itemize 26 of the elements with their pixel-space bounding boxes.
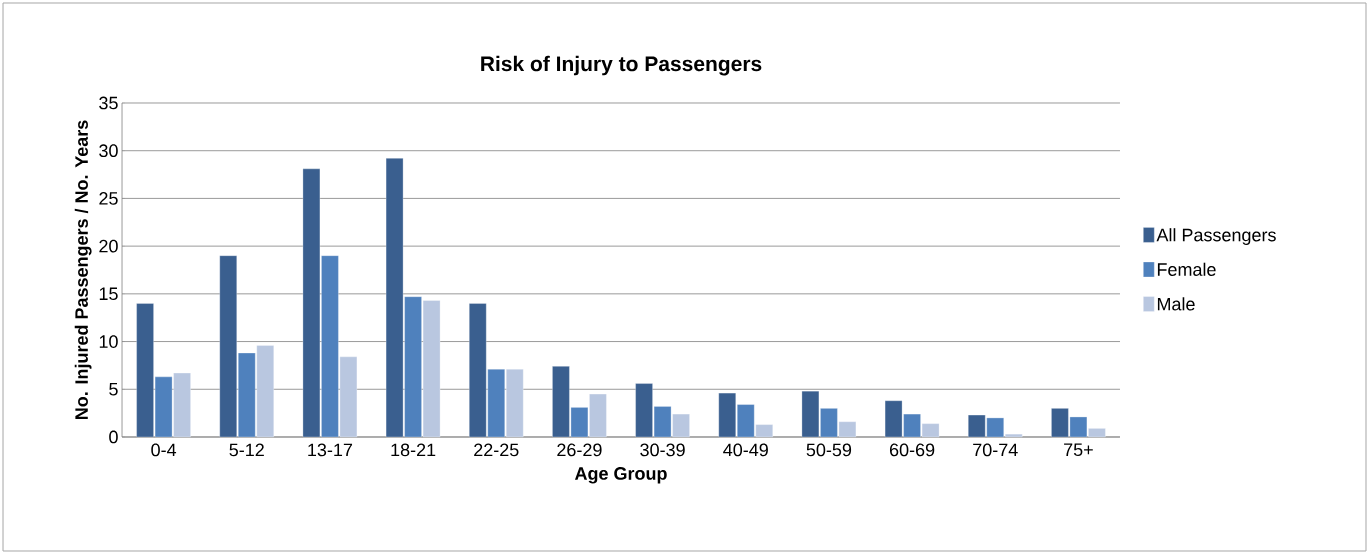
x-tick-label: 70-74 bbox=[973, 443, 1018, 457]
legend-label: Male bbox=[1157, 297, 1195, 311]
y-tick-label: 35 bbox=[99, 96, 118, 110]
chart-title: Risk of Injury to Passengers bbox=[481, 55, 762, 76]
y-tick-label: 10 bbox=[99, 335, 118, 348]
y-tick-label: 0 bbox=[109, 430, 118, 444]
x-tick-label: 60-69 bbox=[889, 443, 935, 457]
y-axis-title: No. Injured Passengers / No. Years bbox=[74, 120, 92, 419]
x-axis-title: Age Group bbox=[574, 467, 667, 484]
x-tick-label: 13-17 bbox=[308, 443, 353, 457]
y-tick-label: 5 bbox=[109, 382, 118, 396]
x-tick-label: 22-25 bbox=[474, 443, 519, 457]
legend-label: All Passengers bbox=[1156, 228, 1276, 245]
y-tick-label: 30 bbox=[99, 144, 118, 158]
x-tick-label: 40-49 bbox=[723, 443, 768, 457]
y-tick-label: 20 bbox=[99, 239, 118, 253]
x-tick-label: 18-21 bbox=[391, 443, 436, 457]
y-tick-label: 15 bbox=[99, 287, 118, 301]
x-tick-label: 30-39 bbox=[640, 443, 685, 457]
x-tick-label: 50-59 bbox=[806, 443, 852, 457]
x-tick-label: 0-4 bbox=[151, 443, 177, 457]
x-tick-label: 5-12 bbox=[229, 443, 264, 457]
legend-label: Female bbox=[1157, 262, 1216, 276]
x-tick-label: 75+ bbox=[1064, 443, 1093, 457]
x-tick-label: 26-29 bbox=[557, 443, 602, 457]
y-tick-label: 25 bbox=[99, 192, 118, 205]
